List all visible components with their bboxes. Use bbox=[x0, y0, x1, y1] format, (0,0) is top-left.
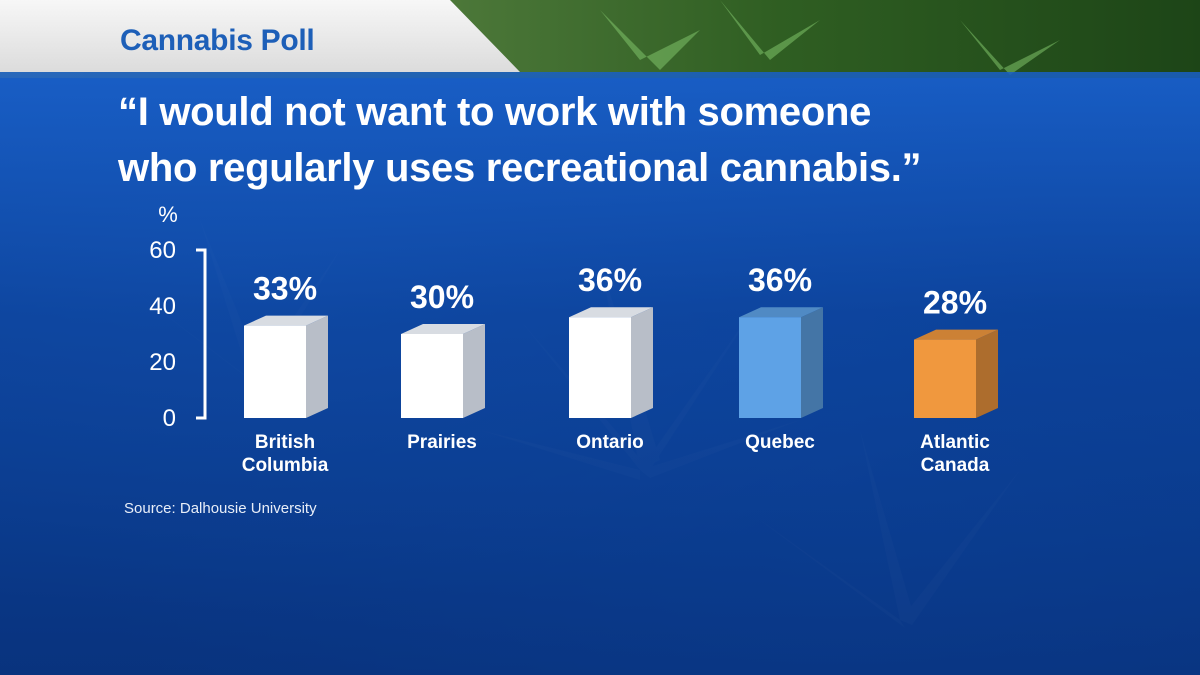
bar-front-1 bbox=[401, 334, 463, 418]
bar-2 bbox=[569, 307, 653, 418]
y-tick-label-60: 60 bbox=[149, 237, 176, 264]
data-label-2: 36% bbox=[578, 262, 642, 298]
bar-0 bbox=[244, 315, 328, 418]
bar-side-3 bbox=[801, 307, 823, 418]
poll-title: Cannabis Poll bbox=[120, 24, 315, 57]
bar-top-3 bbox=[739, 307, 823, 318]
bar-front-4 bbox=[914, 339, 976, 418]
title-tab bbox=[0, 0, 520, 72]
category-label-4-line1: Atlantic bbox=[920, 432, 990, 453]
quote-line-2: who regularly uses recreational cannabis… bbox=[118, 146, 922, 190]
y-axis-unit-label: % bbox=[158, 202, 178, 227]
quote-heading: “I would not want to work with someone w… bbox=[118, 84, 1118, 196]
bar-3 bbox=[739, 307, 823, 418]
bar-front-2 bbox=[569, 317, 631, 418]
quote-line-1: “I would not want to work with someone bbox=[118, 90, 872, 134]
bar-1 bbox=[401, 324, 485, 418]
bar-top-0 bbox=[244, 315, 328, 326]
category-label-1-line1: Prairies bbox=[407, 432, 477, 453]
source-note: Source: Dalhousie University bbox=[124, 500, 317, 517]
category-label-0-line2: Columbia bbox=[242, 455, 329, 476]
data-label-0: 33% bbox=[253, 271, 317, 307]
category-label-4-line2: Canada bbox=[921, 455, 990, 476]
y-axis-line bbox=[196, 248, 207, 420]
bar-top-2 bbox=[569, 307, 653, 318]
y-tick-label-0: 0 bbox=[163, 405, 176, 432]
bar-front-3 bbox=[739, 317, 801, 418]
category-label-0-line1: British bbox=[255, 432, 315, 453]
bar-side-4 bbox=[976, 329, 998, 418]
data-label-3: 36% bbox=[748, 262, 812, 298]
data-label-1: 30% bbox=[410, 279, 474, 315]
bar-4 bbox=[914, 329, 998, 418]
category-label-3-line1: Quebec bbox=[745, 432, 815, 453]
data-label-4: 28% bbox=[923, 285, 987, 321]
bar-top-4 bbox=[914, 329, 998, 340]
category-label-2-line1: Ontario bbox=[576, 432, 644, 453]
bar-front-0 bbox=[244, 325, 306, 418]
bar-side-0 bbox=[306, 315, 328, 418]
bar-side-2 bbox=[631, 307, 653, 418]
bar-side-1 bbox=[463, 324, 485, 418]
bar-top-1 bbox=[401, 324, 485, 334]
y-tick-label-20: 20 bbox=[149, 349, 176, 376]
y-tick-label-40: 40 bbox=[149, 293, 176, 320]
